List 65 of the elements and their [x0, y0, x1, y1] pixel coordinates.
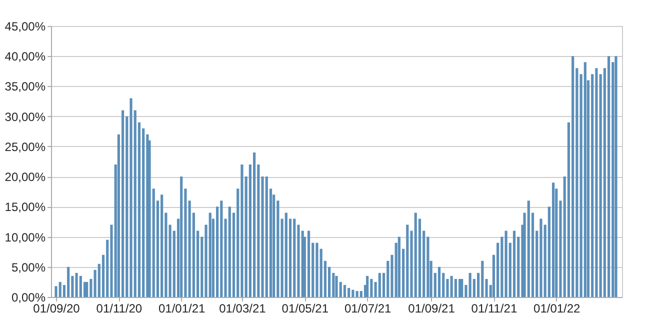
bar	[607, 56, 610, 297]
bar	[240, 164, 244, 297]
bar	[58, 282, 62, 297]
bar	[512, 230, 516, 297]
bar	[253, 152, 256, 297]
bar	[378, 272, 381, 297]
bar	[370, 278, 373, 297]
bar	[352, 290, 354, 297]
bar	[540, 218, 542, 297]
bar	[584, 62, 586, 297]
bar	[614, 56, 618, 297]
x-tick-label: 01/07/21	[344, 302, 392, 316]
bar	[75, 272, 78, 297]
x-tick-label: 01/01/22	[534, 302, 581, 316]
bar	[79, 276, 82, 297]
bar	[130, 98, 132, 297]
bar	[293, 218, 296, 297]
x-tick-label: 01/05/21	[282, 302, 329, 316]
y-tick-label: 10,00%	[4, 230, 46, 244]
bar	[398, 236, 400, 297]
bar	[208, 212, 212, 297]
bar	[595, 68, 598, 297]
bar	[343, 284, 346, 297]
x-tick-label: 01/01/21	[158, 302, 206, 316]
y-tick-label: 15,00%	[4, 200, 46, 214]
y-tick-label: 20,00%	[4, 170, 46, 184]
bar	[356, 290, 358, 297]
x-tick-label: 01/03/21	[219, 302, 266, 316]
bar	[450, 276, 453, 297]
bar	[348, 288, 350, 297]
bar	[265, 176, 268, 297]
y-tick-label: 5,00%	[11, 260, 46, 274]
x-tick-label: 01/09/21	[408, 302, 456, 316]
bar	[406, 224, 409, 297]
bar	[468, 272, 472, 297]
bar	[86, 282, 88, 297]
bar	[160, 194, 164, 297]
y-tick-label: 30,00%	[4, 110, 46, 124]
bar	[284, 212, 288, 297]
bar	[438, 266, 441, 297]
y-tick-label: 40,00%	[4, 50, 46, 64]
bar	[527, 200, 530, 297]
bar	[572, 56, 574, 297]
bar	[67, 266, 70, 297]
y-tick-label: 0,00%	[11, 290, 46, 304]
bar	[481, 260, 484, 297]
x-tick-label: 01/09/20	[33, 302, 80, 316]
bar	[414, 212, 417, 297]
y-tick-label: 25,00%	[4, 140, 46, 154]
y-tick-label: 35,00%	[4, 80, 46, 94]
bar	[335, 276, 338, 297]
bar	[316, 242, 318, 297]
bar	[366, 276, 369, 297]
x-tick-label: 01/11/21	[471, 302, 518, 316]
bar	[454, 278, 457, 297]
bar	[307, 230, 310, 297]
bar	[121, 110, 124, 297]
y-tick-label: 45,00%	[4, 20, 46, 34]
bar	[180, 176, 183, 297]
x-tick-label: 01/11/20	[96, 302, 142, 316]
bar	[54, 286, 58, 297]
bar	[504, 230, 508, 297]
bar	[228, 206, 231, 297]
bar	[552, 182, 555, 297]
bar	[220, 200, 223, 297]
